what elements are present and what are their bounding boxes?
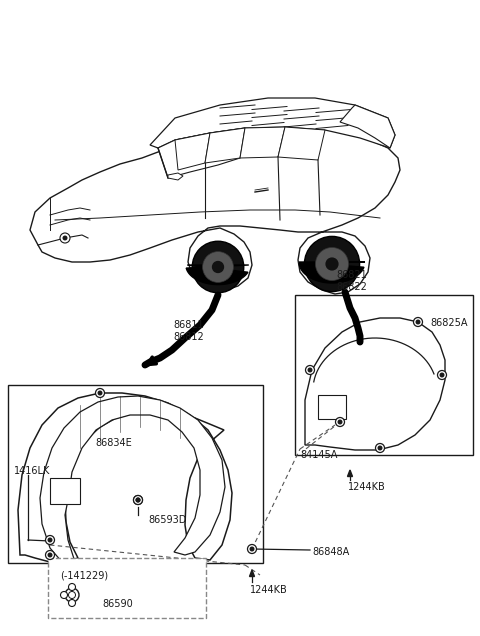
Circle shape xyxy=(375,443,384,452)
Bar xyxy=(8,385,263,563)
Circle shape xyxy=(250,547,254,551)
Polygon shape xyxy=(18,393,232,562)
Bar xyxy=(295,295,473,455)
Circle shape xyxy=(203,252,233,282)
Text: 86593D: 86593D xyxy=(148,515,186,525)
Polygon shape xyxy=(305,318,445,450)
Polygon shape xyxy=(40,396,225,562)
Text: 86848A: 86848A xyxy=(312,547,349,557)
Polygon shape xyxy=(168,173,183,180)
Circle shape xyxy=(315,247,348,280)
Circle shape xyxy=(98,391,102,395)
Text: (-141229): (-141229) xyxy=(60,570,108,580)
Circle shape xyxy=(65,588,79,602)
Text: 86821: 86821 xyxy=(336,270,367,280)
Text: 86590: 86590 xyxy=(102,599,133,609)
Polygon shape xyxy=(150,98,395,148)
Text: 86822: 86822 xyxy=(336,282,367,292)
Circle shape xyxy=(437,371,446,380)
Polygon shape xyxy=(340,105,395,148)
Text: 1416LK: 1416LK xyxy=(14,466,50,476)
Bar xyxy=(318,395,346,419)
Circle shape xyxy=(305,366,314,375)
Polygon shape xyxy=(278,127,325,160)
Polygon shape xyxy=(250,570,254,576)
Circle shape xyxy=(248,544,256,553)
Circle shape xyxy=(192,241,244,293)
Circle shape xyxy=(46,536,55,544)
Polygon shape xyxy=(175,133,210,170)
Bar xyxy=(50,478,80,504)
Circle shape xyxy=(133,495,143,504)
Circle shape xyxy=(336,417,345,427)
Circle shape xyxy=(48,538,52,542)
Polygon shape xyxy=(205,128,245,163)
Circle shape xyxy=(69,591,75,598)
Circle shape xyxy=(60,233,70,243)
Text: 1244KB: 1244KB xyxy=(250,585,288,595)
Text: 86811: 86811 xyxy=(173,320,204,330)
Polygon shape xyxy=(158,128,245,178)
Polygon shape xyxy=(30,128,400,294)
Circle shape xyxy=(60,591,68,598)
FancyBboxPatch shape xyxy=(48,558,206,618)
Circle shape xyxy=(46,551,55,560)
Text: 86825A: 86825A xyxy=(430,318,468,328)
Polygon shape xyxy=(186,265,249,284)
Polygon shape xyxy=(240,127,285,158)
Circle shape xyxy=(136,498,140,502)
Circle shape xyxy=(325,258,338,270)
Circle shape xyxy=(69,600,75,607)
Circle shape xyxy=(133,495,143,504)
Circle shape xyxy=(212,261,224,273)
Circle shape xyxy=(338,420,342,424)
Circle shape xyxy=(416,320,420,324)
Circle shape xyxy=(440,373,444,377)
Text: 84145A: 84145A xyxy=(300,450,337,460)
Circle shape xyxy=(62,235,68,240)
Text: 86812: 86812 xyxy=(173,332,204,342)
Circle shape xyxy=(413,317,422,326)
Polygon shape xyxy=(348,470,352,476)
Circle shape xyxy=(304,237,360,291)
Circle shape xyxy=(96,389,105,398)
Text: 1244KB: 1244KB xyxy=(348,482,386,492)
Circle shape xyxy=(69,583,75,590)
Polygon shape xyxy=(299,262,365,283)
Circle shape xyxy=(48,553,52,556)
Circle shape xyxy=(136,498,140,502)
Circle shape xyxy=(378,446,382,450)
Circle shape xyxy=(308,368,312,372)
Text: 86834E: 86834E xyxy=(95,438,132,448)
